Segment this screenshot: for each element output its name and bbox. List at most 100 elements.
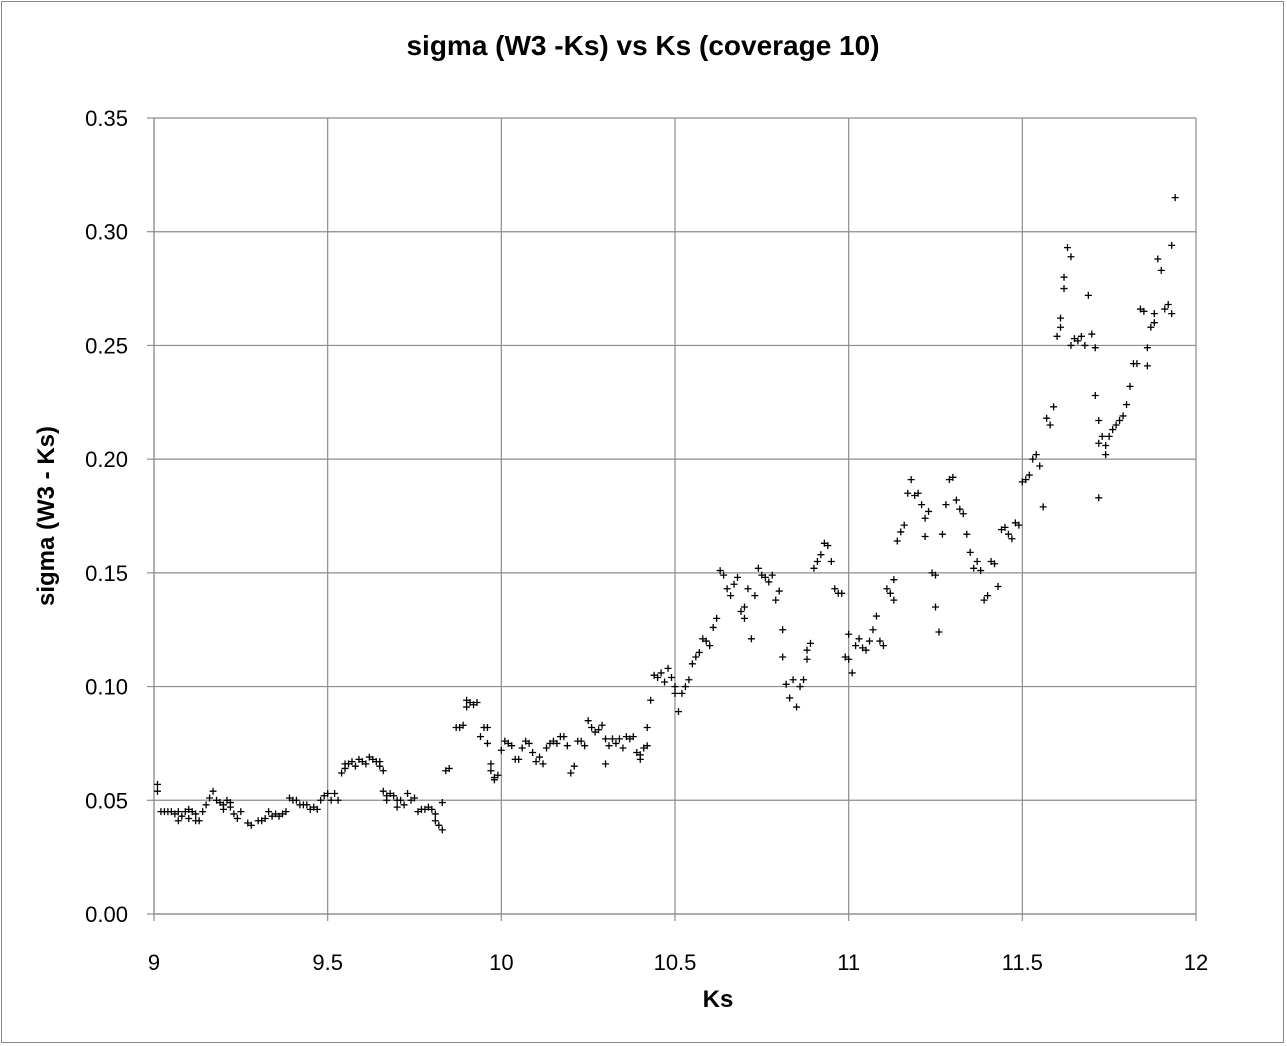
chart-title: sigma (W3 -Ks) vs Ks (coverage 10) [406, 30, 879, 61]
y-axis-title: sigma (W3 - Ks) [33, 426, 60, 606]
data-point [713, 614, 721, 622]
data-point [1123, 401, 1131, 409]
x-tick-label: 10 [489, 950, 513, 975]
data-point [678, 689, 686, 697]
data-point [970, 564, 978, 572]
data-point [786, 694, 794, 702]
data-point [723, 585, 731, 593]
data-point [1067, 253, 1075, 261]
data-point [779, 626, 787, 634]
data-point [379, 767, 387, 775]
data-point [463, 703, 471, 711]
data-point [914, 489, 922, 497]
data-point [1171, 194, 1179, 202]
data-point [803, 646, 811, 654]
data-point [508, 742, 516, 750]
data-point [1143, 362, 1151, 370]
data-point [1164, 300, 1172, 308]
data-point [932, 571, 939, 579]
data-point [1140, 307, 1148, 315]
data-point [584, 717, 592, 725]
data-point [772, 596, 780, 604]
data-point [459, 721, 467, 729]
data-point [848, 669, 856, 677]
data-point [744, 585, 752, 593]
data-point [1029, 455, 1037, 463]
data-point [518, 744, 526, 752]
y-tick-label: 0.20 [85, 447, 128, 472]
data-point [247, 821, 255, 829]
data-point [1088, 330, 1096, 338]
data-point [1102, 451, 1110, 459]
data-point [671, 683, 679, 691]
data-point [317, 796, 325, 804]
data-point [1057, 314, 1065, 322]
data-point [685, 676, 693, 684]
data-point [577, 737, 585, 745]
data-point [831, 585, 839, 593]
x-axis-title: Ks [703, 986, 734, 1013]
data-point [1168, 310, 1176, 318]
y-tick-label: 0.25 [85, 333, 128, 358]
data-point [1053, 332, 1061, 340]
data-point [869, 626, 877, 634]
data-point [1057, 323, 1065, 331]
data-point [1095, 494, 1103, 502]
data-point [1095, 439, 1103, 447]
data-point [938, 530, 946, 538]
data-point [810, 564, 818, 572]
data-point [476, 733, 484, 741]
data-point [602, 735, 610, 743]
data-point [959, 510, 967, 518]
data-point [602, 760, 610, 768]
data-point [740, 603, 748, 611]
data-point [1077, 332, 1085, 340]
data-point [1050, 403, 1058, 411]
data-point [890, 596, 898, 604]
y-tick-label: 0.05 [85, 788, 128, 813]
data-point [984, 592, 992, 600]
y-tick-label: 0.35 [85, 106, 128, 131]
data-point [338, 769, 346, 777]
data-point [838, 589, 846, 597]
data-point [473, 698, 481, 706]
data-point [327, 796, 335, 804]
data-point [956, 505, 964, 513]
y-tick-label: 0.15 [85, 561, 128, 586]
data-point [265, 808, 273, 816]
data-point [525, 739, 533, 747]
data-point [487, 767, 495, 775]
data-point [775, 587, 783, 595]
data-point [1060, 273, 1068, 281]
data-point [668, 673, 676, 681]
data-point [1112, 421, 1120, 429]
data-point [963, 530, 971, 538]
data-point [688, 660, 696, 668]
data-point [1095, 416, 1103, 424]
data-point [595, 726, 603, 734]
data-point [935, 628, 943, 636]
data-point [661, 678, 669, 686]
data-point [313, 805, 321, 813]
data-point [845, 655, 853, 663]
data-point [615, 735, 623, 743]
data-point [560, 733, 568, 741]
data-point [1091, 391, 1099, 399]
data-point [570, 762, 578, 770]
data-point [206, 794, 214, 802]
data-point [643, 724, 651, 732]
data-point [991, 560, 999, 568]
data-point [1157, 266, 1165, 274]
data-point [796, 683, 804, 691]
data-point [800, 676, 808, 684]
data-point [765, 578, 773, 586]
data-point [536, 753, 544, 761]
data-point [1133, 360, 1141, 368]
data-point [202, 801, 210, 809]
data-point [994, 583, 1002, 591]
data-point [1001, 523, 1009, 531]
data-point [185, 814, 193, 822]
data-point [334, 796, 342, 804]
data-point [692, 653, 700, 661]
